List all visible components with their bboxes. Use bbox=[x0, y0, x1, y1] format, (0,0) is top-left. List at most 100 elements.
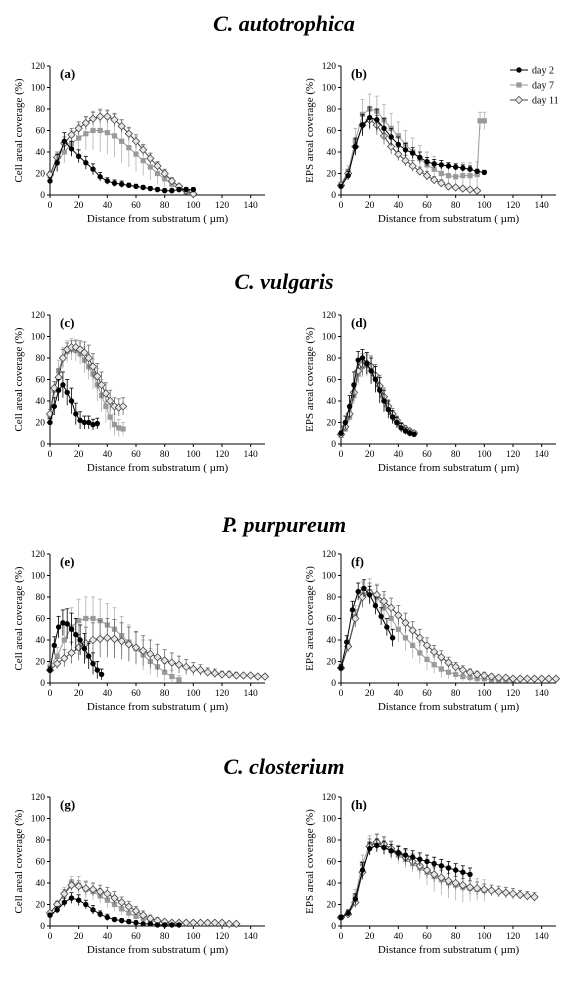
series-day-2-e bbox=[47, 608, 105, 680]
point-day-11 bbox=[74, 124, 83, 133]
x-tick-label-d: 80 bbox=[451, 450, 461, 460]
y-tick-label-d: 40 bbox=[327, 397, 337, 407]
x-tick-label-h: 80 bbox=[451, 932, 461, 942]
point-day-11 bbox=[480, 671, 489, 680]
point-day-11 bbox=[153, 161, 162, 171]
point-day-11 bbox=[182, 918, 191, 927]
point-day-11 bbox=[139, 646, 148, 655]
point-day-11 bbox=[88, 114, 98, 123]
x-tick-label-d: 60 bbox=[422, 450, 432, 460]
series-day-7-f bbox=[338, 578, 516, 683]
point-day-7 bbox=[477, 118, 483, 124]
x-tick-label-d: 40 bbox=[394, 450, 404, 460]
point-day-7 bbox=[90, 615, 96, 622]
point-day-2 bbox=[118, 917, 125, 924]
point-day-11 bbox=[530, 674, 539, 683]
point-day-2 bbox=[355, 588, 361, 595]
point-day-11 bbox=[60, 654, 69, 663]
series-day-7-b bbox=[338, 93, 487, 190]
series-day-2-b bbox=[338, 106, 488, 190]
point-day-7 bbox=[76, 618, 82, 624]
point-day-7 bbox=[61, 149, 67, 155]
series-day-11-e bbox=[45, 618, 270, 681]
point-day-11 bbox=[103, 889, 112, 898]
point-day-2 bbox=[90, 660, 96, 667]
point-day-7 bbox=[76, 135, 82, 141]
point-day-11 bbox=[444, 182, 453, 191]
point-day-11 bbox=[167, 658, 176, 667]
series-day-11-f bbox=[336, 582, 561, 683]
point-day-11 bbox=[422, 171, 432, 180]
panel-label-h: (h) bbox=[351, 797, 367, 812]
y-tick-label-e: 60 bbox=[36, 615, 46, 625]
point-day-2 bbox=[364, 360, 370, 367]
x-tick-label-a: 140 bbox=[244, 201, 259, 211]
y-tick-label-d: 80 bbox=[327, 354, 337, 364]
y-tick-label-b: 120 bbox=[322, 62, 337, 72]
point-day-11 bbox=[246, 671, 255, 680]
y-tick-label-b: 80 bbox=[327, 105, 337, 115]
y-axis-title-b: EPS areal coverage (%) bbox=[304, 78, 316, 183]
x-tick-label-d: 140 bbox=[535, 450, 550, 460]
point-day-2 bbox=[47, 667, 53, 673]
y-tick-label-f: 80 bbox=[327, 593, 337, 603]
legend-marker-day-2 bbox=[516, 67, 522, 73]
point-day-2 bbox=[355, 357, 361, 363]
point-day-2 bbox=[55, 624, 62, 630]
y-axis-title-e: Cell areal coverage (%) bbox=[13, 566, 25, 670]
point-day-11 bbox=[160, 169, 169, 178]
point-day-11 bbox=[401, 156, 410, 165]
point-day-2 bbox=[398, 425, 404, 431]
point-day-11 bbox=[189, 189, 198, 199]
x-tick-label-e: 100 bbox=[186, 689, 201, 699]
y-axis-title-a: Cell areal coverage (%) bbox=[13, 78, 25, 182]
point-day-2 bbox=[368, 368, 374, 374]
point-day-2 bbox=[359, 867, 366, 873]
point-day-2 bbox=[147, 185, 154, 192]
point-day-2 bbox=[424, 158, 430, 165]
x-tick-label-h: 140 bbox=[535, 932, 550, 942]
point-day-2 bbox=[431, 161, 437, 167]
point-day-11 bbox=[437, 653, 446, 662]
point-day-2 bbox=[409, 150, 416, 156]
y-tick-label-d: 0 bbox=[331, 440, 336, 450]
point-day-2 bbox=[97, 911, 103, 917]
point-day-11 bbox=[118, 402, 128, 411]
y-tick-label-g: 120 bbox=[31, 793, 46, 803]
point-day-11 bbox=[117, 122, 126, 131]
point-day-2 bbox=[338, 665, 344, 671]
point-day-11 bbox=[422, 865, 432, 875]
point-day-2 bbox=[366, 592, 373, 598]
y-tick-label-c: 100 bbox=[31, 333, 46, 343]
point-day-2 bbox=[183, 186, 189, 193]
x-tick-label-g: 60 bbox=[131, 932, 141, 942]
point-day-11 bbox=[88, 885, 98, 894]
point-day-7 bbox=[453, 174, 459, 180]
x-tick-label-c: 120 bbox=[215, 450, 230, 460]
x-tick-label-b: 140 bbox=[535, 201, 550, 211]
point-day-11 bbox=[174, 660, 184, 669]
point-day-7 bbox=[467, 173, 473, 179]
point-day-2 bbox=[68, 626, 75, 632]
point-day-11 bbox=[415, 633, 424, 643]
point-day-7 bbox=[445, 669, 452, 675]
point-day-2 bbox=[342, 419, 348, 426]
x-tick-label-h: 20 bbox=[365, 932, 375, 942]
y-tick-label-a: 60 bbox=[36, 127, 46, 137]
x-tick-label-c: 140 bbox=[244, 450, 259, 460]
point-day-11 bbox=[516, 890, 525, 899]
point-day-11 bbox=[408, 626, 417, 635]
point-day-2 bbox=[417, 154, 423, 161]
y-tick-label-c: 40 bbox=[36, 397, 46, 407]
x-axis-title-h: Distance from substratum ( µm) bbox=[378, 944, 520, 956]
point-day-2 bbox=[111, 180, 118, 186]
point-day-11 bbox=[81, 884, 90, 893]
x-tick-label-h: 100 bbox=[477, 932, 492, 942]
point-day-7 bbox=[111, 422, 118, 428]
x-tick-label-g: 120 bbox=[215, 932, 230, 942]
point-day-2 bbox=[402, 428, 409, 434]
point-day-2 bbox=[133, 183, 139, 190]
point-day-11 bbox=[189, 918, 198, 927]
y-tick-label-h: 120 bbox=[322, 793, 337, 803]
point-day-11 bbox=[260, 672, 270, 681]
